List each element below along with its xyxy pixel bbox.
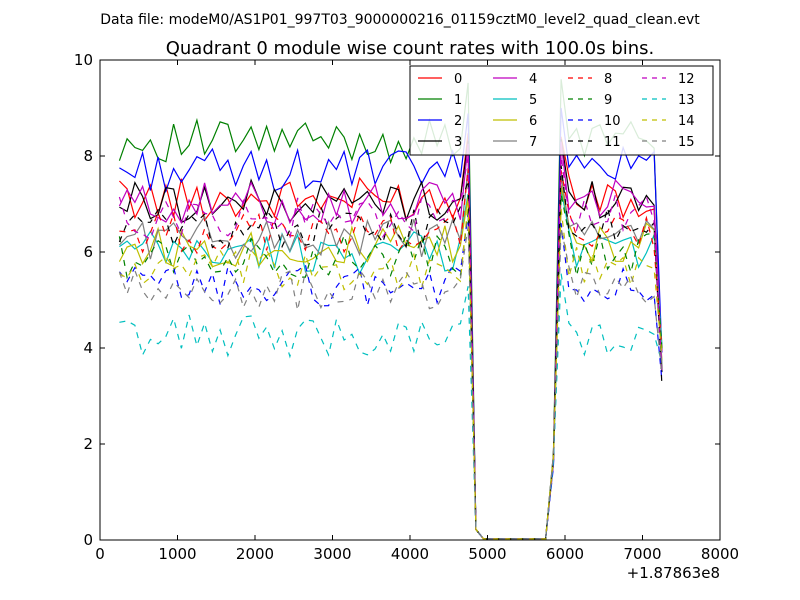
x-tick-label: 0 — [95, 545, 105, 563]
y-tick-label: 2 — [83, 435, 93, 453]
x-tick-label: 3000 — [313, 545, 351, 563]
legend-label-0: 0 — [454, 72, 462, 87]
legend-label-9: 9 — [604, 93, 612, 108]
series-line-2 — [119, 107, 663, 540]
x-axis: 0 1000 2000 3000 4000 5000 6000 7000 8000 — [95, 60, 739, 563]
series-line-6 — [118, 184, 663, 540]
legend-label-15: 15 — [678, 135, 695, 150]
series-line-12 — [118, 155, 663, 540]
legend-label-6: 6 — [529, 114, 537, 129]
y-tick-label: 8 — [83, 147, 93, 165]
legend-label-5: 5 — [529, 93, 537, 108]
x-tick-label: 1000 — [158, 545, 196, 563]
y-tick-label: 4 — [83, 339, 93, 357]
x-tick-label: 7000 — [623, 545, 661, 563]
series-line-7 — [118, 167, 663, 540]
series-line-10 — [118, 213, 663, 540]
legend-label-8: 8 — [604, 72, 612, 87]
suptitle: Data file: modeM0/AS1P01_997T03_90000002… — [100, 12, 700, 28]
legend-label-10: 10 — [604, 114, 621, 129]
legend-label-3: 3 — [454, 135, 462, 150]
chart-title: Quadrant 0 module wise count rates with … — [166, 38, 655, 59]
series-line-4 — [118, 141, 663, 540]
series-layer — [118, 79, 663, 540]
series-line-14 — [119, 202, 663, 540]
x-tick-label: 4000 — [391, 545, 429, 563]
legend-label-11: 11 — [604, 135, 621, 150]
series-line-13 — [119, 273, 663, 540]
legend-box — [409, 65, 714, 156]
legend-label-13: 13 — [678, 93, 695, 108]
legend-label-7: 7 — [529, 135, 537, 150]
legend-label-14: 14 — [678, 114, 695, 129]
x-tick-label: 2000 — [236, 545, 274, 563]
series-line-15 — [118, 226, 663, 540]
legend-label-2: 2 — [454, 114, 462, 129]
y-tick-label: 6 — [83, 243, 93, 261]
y-tick-label: 10 — [74, 51, 93, 69]
y-tick-label: 0 — [83, 531, 93, 549]
x-offset-label: +1.87863e8 — [627, 564, 720, 582]
series-line-11 — [118, 165, 663, 540]
x-tick-label: 6000 — [546, 545, 584, 563]
legend-label-12: 12 — [678, 72, 695, 87]
series-line-0 — [118, 133, 663, 540]
series-line-9 — [118, 194, 663, 540]
x-tick-label: 8000 — [701, 545, 739, 563]
legend-label-4: 4 — [529, 72, 537, 87]
x-tick-label: 5000 — [468, 545, 506, 563]
legend-label-1: 1 — [454, 93, 462, 108]
